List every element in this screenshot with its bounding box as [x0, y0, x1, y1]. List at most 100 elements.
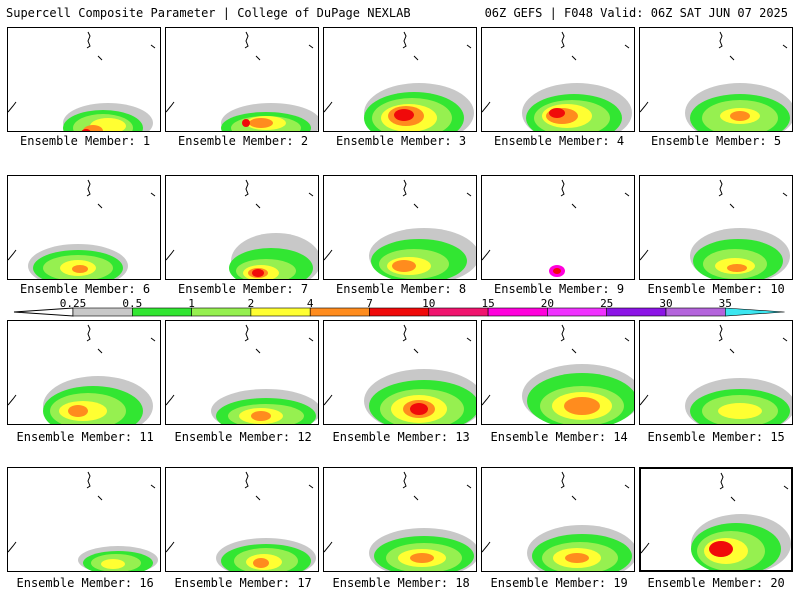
map-plot — [482, 31, 632, 131]
coastline-segment — [308, 44, 314, 49]
colorbar-tick-label: 7 — [366, 297, 373, 310]
ensemble-member-map-16[interactable] — [7, 467, 161, 572]
coastline-segment — [571, 55, 577, 61]
scp-contour-orange — [410, 553, 434, 563]
ensemble-member-map-20[interactable] — [639, 467, 793, 572]
ensemble-member-map-6[interactable] — [7, 175, 161, 280]
colorbar-segment — [369, 307, 430, 317]
scp-contour-orange — [565, 553, 589, 563]
ensemble-member-map-4[interactable] — [481, 27, 635, 132]
ensemble-member-map-9[interactable] — [481, 175, 635, 280]
ensemble-member-label: Ensemble Member: 3 — [336, 134, 467, 148]
coastline-segment — [150, 484, 156, 489]
ensemble-member-map-1[interactable] — [7, 27, 161, 132]
scp-contour-red — [709, 541, 733, 557]
coastline-segment — [782, 44, 788, 49]
coastline-segment — [718, 324, 723, 342]
coastline-segment — [97, 348, 103, 354]
coastline-segment — [97, 203, 103, 209]
scp-contour-orange — [730, 111, 750, 121]
colorbar-tick-label: 0.25 — [59, 297, 87, 310]
coastline-segment — [782, 337, 788, 342]
ensemble-member-label: Ensemble Member: 4 — [494, 134, 625, 148]
ensemble-member-map-14[interactable] — [481, 320, 635, 425]
ensemble-member-label: Ensemble Member: 10 — [647, 282, 785, 296]
ensemble-member-map-10[interactable] — [639, 175, 793, 280]
coastline-segment — [466, 484, 472, 489]
coastline-segment — [244, 324, 249, 342]
colorbar-tick-label: 0.5 — [122, 297, 143, 310]
coastline-segment — [641, 542, 650, 554]
ensemble-member-map-19[interactable] — [481, 467, 635, 572]
scp-contour-orange — [253, 558, 269, 568]
coastline-segment — [413, 495, 419, 501]
ensemble-member-map-5[interactable] — [639, 27, 793, 132]
colorbar-segment — [428, 307, 489, 317]
map-plot — [324, 324, 476, 424]
colorbar-segment — [724, 307, 785, 317]
color-scale-bar — [13, 307, 785, 317]
coastline-segment — [166, 101, 175, 113]
coastline-segment — [466, 337, 472, 342]
coastline-segment — [150, 192, 156, 197]
coastline-segment — [166, 394, 175, 406]
coastline-segment — [150, 44, 156, 49]
scp-contour-red — [410, 403, 428, 415]
map-title: Supercell Composite Parameter | College … — [6, 6, 411, 20]
colorbar-tick-label: 15 — [481, 297, 495, 310]
ensemble-member-label: Ensemble Member: 12 — [174, 430, 312, 444]
scp-contour-orange — [251, 411, 271, 421]
coastline-segment — [166, 541, 175, 553]
ensemble-member-map-2[interactable] — [165, 27, 319, 132]
ensemble-member-map-12[interactable] — [165, 320, 319, 425]
coastline-segment — [466, 44, 472, 49]
map-plot — [482, 324, 634, 424]
ensemble-member-label: Ensemble Member: 2 — [178, 134, 309, 148]
coastline-segment — [730, 496, 736, 502]
model-run-info: 06Z GEFS | F048 Valid: 06Z SAT JUN 07 20… — [484, 6, 788, 20]
ensemble-member-map-11[interactable] — [7, 320, 161, 425]
colorbar-tick-label: 2 — [247, 297, 255, 310]
ensemble-member-map-3[interactable] — [323, 27, 477, 132]
coastline-segment — [324, 101, 333, 113]
map-plot — [482, 471, 634, 571]
coastline-segment — [413, 203, 419, 209]
coastline-segment — [571, 203, 577, 209]
ensemble-member-map-8[interactable] — [323, 175, 477, 280]
colorbar-segment — [191, 307, 252, 317]
coastline-segment — [466, 192, 472, 197]
ensemble-member-map-13[interactable] — [323, 320, 477, 425]
ensemble-member-map-15[interactable] — [639, 320, 793, 425]
coastline-segment — [783, 485, 789, 490]
map-plot — [166, 31, 318, 131]
coastline-segment — [86, 324, 91, 342]
coastline-segment — [8, 101, 17, 113]
colorbar-tick-label: 4 — [306, 297, 314, 310]
coastline-segment — [718, 31, 723, 49]
map-plot — [324, 471, 476, 571]
ensemble-member-label: Ensemble Member: 8 — [336, 282, 467, 296]
coastline-segment — [244, 471, 249, 489]
coastline-segment — [255, 495, 261, 501]
coastline-segment — [402, 471, 407, 489]
ensemble-member-label: Ensemble Member: 14 — [490, 430, 628, 444]
scp-contour-orange — [564, 397, 600, 415]
coastline-segment — [324, 541, 333, 553]
coastline-segment — [308, 337, 314, 342]
coastline-segment — [571, 348, 577, 354]
ensemble-member-map-18[interactable] — [323, 467, 477, 572]
coastline-segment — [719, 472, 724, 490]
coastline-segment — [624, 337, 630, 342]
ensemble-member-label: Ensemble Member: 15 — [647, 430, 785, 444]
ensemble-member-label: Ensemble Member: 7 — [178, 282, 309, 296]
coastline-segment — [624, 484, 630, 489]
map-plot — [166, 471, 316, 571]
coastline-segment — [324, 249, 333, 261]
ensemble-member-map-7[interactable] — [165, 175, 319, 280]
colorbar-tick-label: 10 — [422, 297, 436, 310]
scp-contour-yellow — [101, 559, 125, 569]
ensemble-member-map-17[interactable] — [165, 467, 319, 572]
ensemble-member-label: Ensemble Member: 13 — [332, 430, 470, 444]
coastline-segment — [624, 44, 630, 49]
coastline-segment — [560, 471, 565, 489]
